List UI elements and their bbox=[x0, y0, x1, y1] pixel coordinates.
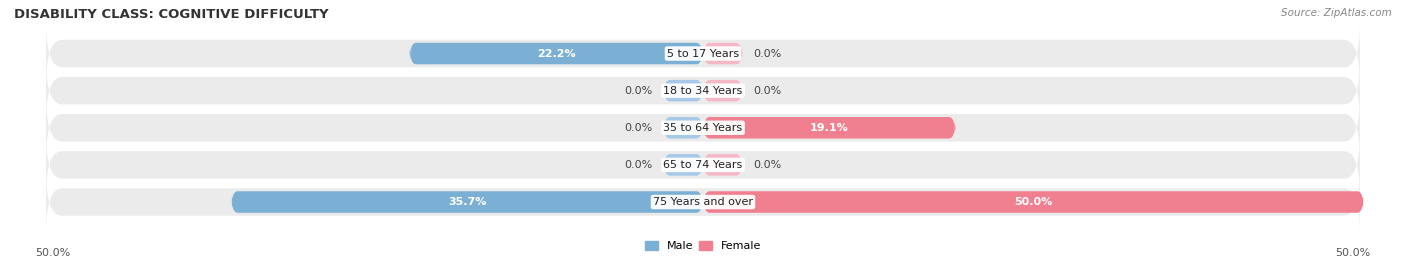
FancyBboxPatch shape bbox=[703, 43, 742, 64]
FancyBboxPatch shape bbox=[664, 80, 703, 101]
FancyBboxPatch shape bbox=[664, 154, 703, 176]
Text: 0.0%: 0.0% bbox=[754, 48, 782, 59]
Text: 35 to 64 Years: 35 to 64 Years bbox=[664, 123, 742, 133]
Text: 35.7%: 35.7% bbox=[449, 197, 486, 207]
FancyBboxPatch shape bbox=[231, 191, 703, 213]
Text: 50.0%: 50.0% bbox=[1014, 197, 1053, 207]
FancyBboxPatch shape bbox=[46, 23, 1360, 84]
Text: 22.2%: 22.2% bbox=[537, 48, 575, 59]
Text: 0.0%: 0.0% bbox=[624, 160, 652, 170]
Text: 0.0%: 0.0% bbox=[754, 86, 782, 96]
Text: 5 to 17 Years: 5 to 17 Years bbox=[666, 48, 740, 59]
Text: 0.0%: 0.0% bbox=[754, 160, 782, 170]
FancyBboxPatch shape bbox=[703, 117, 956, 139]
Text: 0.0%: 0.0% bbox=[624, 86, 652, 96]
Text: 19.1%: 19.1% bbox=[810, 123, 849, 133]
FancyBboxPatch shape bbox=[703, 80, 742, 101]
FancyBboxPatch shape bbox=[46, 97, 1360, 159]
Legend: Male, Female: Male, Female bbox=[640, 236, 766, 256]
FancyBboxPatch shape bbox=[409, 43, 703, 64]
FancyBboxPatch shape bbox=[703, 154, 742, 176]
Text: Source: ZipAtlas.com: Source: ZipAtlas.com bbox=[1281, 8, 1392, 18]
Text: 18 to 34 Years: 18 to 34 Years bbox=[664, 86, 742, 96]
Text: 50.0%: 50.0% bbox=[1336, 248, 1371, 258]
Text: DISABILITY CLASS: COGNITIVE DIFFICULTY: DISABILITY CLASS: COGNITIVE DIFFICULTY bbox=[14, 8, 329, 21]
FancyBboxPatch shape bbox=[664, 117, 703, 139]
Text: 65 to 74 Years: 65 to 74 Years bbox=[664, 160, 742, 170]
FancyBboxPatch shape bbox=[46, 60, 1360, 122]
Text: 50.0%: 50.0% bbox=[35, 248, 70, 258]
FancyBboxPatch shape bbox=[703, 191, 1364, 213]
FancyBboxPatch shape bbox=[46, 134, 1360, 196]
Text: 75 Years and over: 75 Years and over bbox=[652, 197, 754, 207]
Text: 0.0%: 0.0% bbox=[624, 123, 652, 133]
FancyBboxPatch shape bbox=[46, 171, 1360, 233]
